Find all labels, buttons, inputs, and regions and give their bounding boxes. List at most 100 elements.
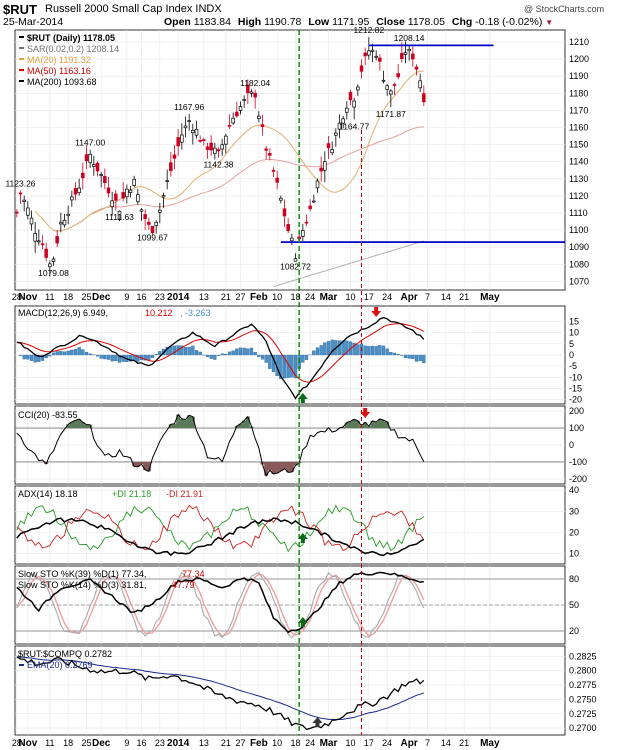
y-tick-label: 0.2825 [569,651,597,661]
candle-body [227,124,232,127]
candle-body [132,178,136,186]
candle-body [205,146,210,150]
candle-body [18,192,23,195]
macd-hist-bar [389,352,393,356]
candle-body [293,258,298,262]
x-tick-label: 24 [305,738,315,748]
macd-hist-bar [242,347,246,356]
buy-arrow-icon [297,533,308,543]
macd-hist-bar [260,354,265,360]
x-tick-label: 10 [345,292,355,302]
candle-body [312,200,316,203]
macd-hist-bar [414,354,419,362]
candle-body [22,199,26,203]
macd-hist-bar [378,344,382,356]
quote-line: 25-Mar-2014 [3,16,63,28]
macd-hist-bar [128,354,133,362]
macd-hist-bar [216,354,221,356]
y-tick-label: 10 [569,548,579,558]
macd-hist-bar [70,349,74,356]
candle-body [282,208,287,217]
x-tick-label: Apr [401,292,418,303]
y-tick-label: 1090 [569,242,589,252]
macd-hist-bar [172,345,177,356]
y-tick-label: 0.2750 [569,694,597,704]
y-tick-label: 0 [569,440,574,450]
close-value: 1178.05 [407,16,445,28]
candle-body [62,219,67,226]
x-tick-label: Nov [18,292,37,303]
macd-hist-bar [301,354,305,363]
x-tick-label: 18 [63,292,73,302]
ratio-legend: $RUT:$COMPQ 0.2782 [18,649,112,659]
candle-body [143,214,147,220]
candle-body [187,120,191,122]
y-tick-label: 5 [569,339,574,349]
candle-body [257,115,261,119]
y-tick-label: -100 [569,457,587,467]
macd-hist-bar [29,354,34,361]
y-tick-label: 1120 [569,191,588,201]
y-tick-label: 200 [569,406,584,416]
x-tick-label: 7 [425,292,430,302]
adx-mdi-legend: -DI 21.91 [166,489,203,499]
sto-slow-d-line [16,573,425,637]
y-tick-label: 50 [569,600,579,610]
candle-body [216,149,221,152]
candle-body [136,194,140,203]
candle-body [279,197,283,201]
macd-hist-bar [290,354,294,378]
y-tick-label: 0.2725 [569,709,597,719]
y-tick-label: 0.2800 [569,666,597,676]
candle-body [356,86,360,91]
candle-body [106,187,111,194]
candle-body [147,221,151,225]
candle-body [304,221,309,224]
candle-body [268,153,272,156]
x-tick-label: 18 [63,738,73,748]
y-tick-label: 1130 [569,174,588,184]
buy-arrow-icon [297,393,308,403]
candle-body [242,99,246,101]
x-tick-label: 25 [81,292,91,302]
open-label: Open [164,16,191,28]
candle-body [70,196,74,201]
candle-body [165,180,169,182]
y-tick-label: 1190 [569,71,588,81]
x-tick-label: 21 [221,738,231,748]
x-tick-label: 2014 [167,738,190,749]
macd-hist-bar [411,354,415,359]
down-triangle-icon: ▼ [545,18,554,27]
candle-body [271,169,276,172]
high-value: 1190.78 [264,16,302,28]
sto-fast-legend: Slow STO %K(39) %D(1) 77.34, [18,569,146,579]
macd-hist-bar [323,342,327,356]
candle-body [161,195,166,198]
index-name: Russell 2000 Small Cap Index INDX [45,3,222,15]
candle-body [26,207,30,216]
macd-hist-bar [194,350,199,356]
macd-hist-bar [66,350,70,356]
x-tick-label: 14 [441,292,451,302]
macd-hist-bar [51,352,56,356]
y-tick-label: -20 [569,395,582,405]
x-tick-label: 10 [272,292,282,302]
candle-body [40,243,45,246]
candle-body [367,50,371,56]
candle-body [29,217,34,225]
ma50-line [53,126,424,232]
y-tick-label: 10 [569,328,579,338]
macd-hist-bar [220,353,224,356]
macd-hist-bar [147,354,151,361]
plot-layer [15,30,565,735]
candle-body [400,53,404,59]
candle-body [275,177,279,183]
low-value: 1171.95 [332,16,370,28]
candle-body [81,172,85,179]
macd-hist-bar [418,354,422,362]
candle-body [202,139,206,141]
adx-plus-di-line [16,504,425,553]
ohlc-line: Open 1183.84 High 1190.78 Low 1171.95 Cl… [164,16,553,28]
price-legend-item: MA(50) 1163.16 [27,66,91,76]
